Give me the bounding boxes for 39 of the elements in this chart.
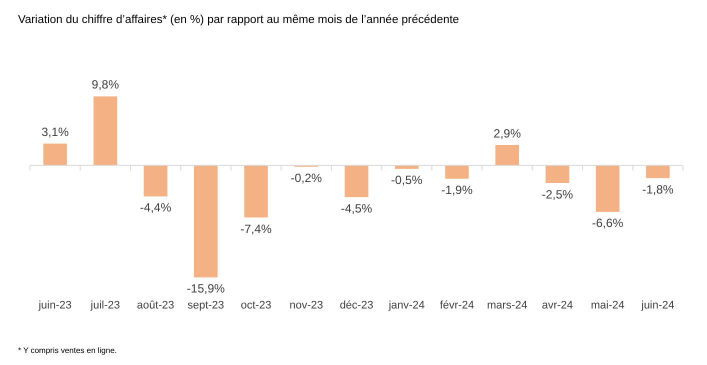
data-label: 9,8% xyxy=(92,78,120,92)
data-label: 3,1% xyxy=(41,124,70,139)
x-tick-label: mars-24 xyxy=(487,299,528,312)
data-label: -4,5% xyxy=(340,201,372,216)
x-tick-label: juil-23 xyxy=(90,299,120,312)
data-label: -6,6% xyxy=(592,216,624,230)
bar xyxy=(244,165,268,218)
data-label: -1,8% xyxy=(642,182,674,196)
bar xyxy=(495,144,519,166)
bar xyxy=(445,165,469,179)
bar xyxy=(94,96,118,166)
x-tick-label: oct-23 xyxy=(240,299,272,312)
data-label: -4,4% xyxy=(140,200,172,215)
x-tick-label: févr-24 xyxy=(440,299,474,312)
x-tick-label: avr-24 xyxy=(542,299,574,312)
data-label: 2,9% xyxy=(494,126,522,140)
bar xyxy=(344,165,368,198)
x-tick-label: sept-23 xyxy=(187,299,224,312)
chart-title: Variation du chiffre d’affaires* (en %) par rapport au même mois de l’année précédente xyxy=(18,14,460,26)
data-label: -0,5% xyxy=(391,173,423,188)
text: * Y compris ventes en ligne. xyxy=(18,346,117,355)
data-label: -15,9% xyxy=(186,282,226,296)
data-label: -0,2% xyxy=(290,171,322,186)
x-tick-label: juin-24 xyxy=(640,299,674,312)
x-tick-label: nov-23 xyxy=(289,299,324,312)
data-label: -1,9% xyxy=(441,183,473,198)
x-tick-label: mai-24 xyxy=(590,299,624,312)
bar xyxy=(546,165,570,184)
data-label: -7,4% xyxy=(240,222,272,236)
x-tick-label: août-23 xyxy=(136,299,174,312)
x-tick-label: janv-24 xyxy=(388,299,425,312)
bar xyxy=(144,165,168,196)
bar xyxy=(596,165,620,212)
bar xyxy=(43,144,67,166)
bar xyxy=(646,165,670,178)
data-label: -2,5% xyxy=(542,187,574,202)
x-tick-label: déc-23 xyxy=(340,299,374,312)
bar xyxy=(194,165,218,278)
x-tick-label: juin-23 xyxy=(38,299,72,312)
